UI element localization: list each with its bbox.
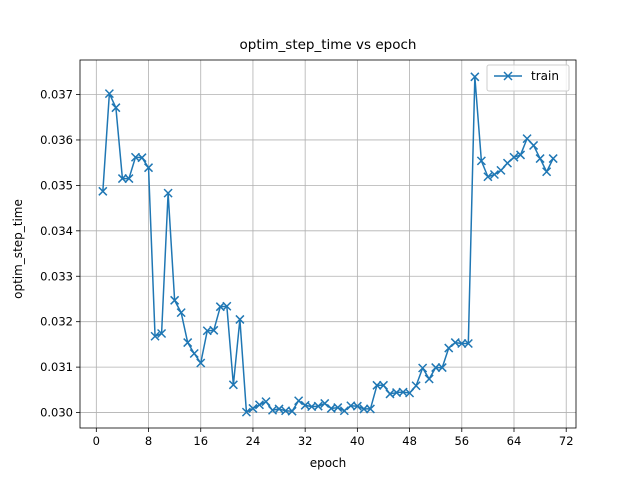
y-tick-label: 0.032: [40, 315, 73, 329]
data-point: [228, 380, 238, 390]
data-point: [437, 363, 447, 373]
data-point: [535, 154, 545, 164]
data-point: [411, 381, 421, 391]
x-tick-label: 72: [559, 434, 574, 448]
y-tick-label: 0.031: [40, 360, 73, 374]
y-tick-label: 0.037: [40, 88, 73, 102]
y-tick-label: 0.033: [40, 269, 73, 283]
legend-marker: [503, 71, 513, 81]
data-point: [274, 404, 284, 414]
data-point: [222, 301, 232, 311]
data-point: [444, 343, 454, 353]
x-tick-label: 16: [193, 434, 208, 448]
data-point: [457, 338, 467, 349]
data-point: [261, 397, 271, 407]
x-tick-label: 48: [402, 434, 417, 448]
data-point: [150, 331, 160, 341]
y-axis-label: optim_step_time: [11, 199, 25, 299]
data-point: [98, 186, 108, 196]
data-point: [359, 404, 369, 414]
x-tick-label: 8: [145, 434, 152, 448]
x-axis-label: epoch: [310, 456, 347, 470]
data-point: [157, 328, 167, 339]
data-point: [287, 406, 297, 416]
data-point: [196, 358, 206, 368]
data-point: [424, 374, 434, 384]
data-point: [117, 174, 127, 184]
plot-series: [98, 72, 558, 417]
y-axis-ticks: 0.030 0.031 0.032 0.033 0.034 0.035 0.036 0.037: [40, 88, 80, 420]
data-point: [143, 163, 154, 173]
data-point: [170, 295, 180, 305]
data-point: [522, 134, 532, 144]
data-point: [470, 72, 480, 82]
data-point: [405, 388, 415, 398]
data-point: [320, 398, 330, 408]
data-point: [463, 338, 473, 349]
y-tick-label: 0.036: [40, 133, 73, 147]
x-tick-label: 40: [350, 434, 365, 448]
data-point: [483, 172, 493, 182]
data-point: [372, 380, 382, 390]
plot-frame: [79, 59, 577, 429]
y-tick-label: 0.035: [40, 178, 73, 192]
data-point: [418, 363, 428, 373]
data-point: [294, 396, 304, 406]
y-tick-label: 0.030: [40, 406, 73, 420]
data-point: [183, 338, 193, 348]
legend-label-train: train: [531, 69, 559, 83]
legend-box: [486, 64, 570, 92]
data-point: [496, 165, 506, 175]
chart-title: optim_step_time vs epoch: [240, 37, 417, 53]
x-tick-label: 0: [93, 434, 100, 448]
x-tick-label: 64: [507, 434, 522, 448]
series-line-train: [102, 76, 554, 413]
x-tick-label: 32: [298, 434, 313, 448]
grid-lines: [80, 60, 576, 428]
data-point: [313, 401, 323, 411]
data-point: [254, 400, 265, 410]
data-point: [176, 308, 186, 318]
data-point: [529, 140, 539, 150]
data-point: [489, 169, 499, 180]
data-point: [235, 314, 245, 324]
data-point: [104, 89, 114, 99]
data-point: [248, 403, 258, 413]
data-point: [515, 150, 526, 160]
x-tick-label: 56: [454, 434, 469, 448]
data-point: [189, 348, 199, 359]
data-point: [339, 406, 349, 416]
y-tick-label: 0.034: [40, 224, 73, 238]
data-point: [333, 403, 343, 413]
data-point: [542, 167, 552, 177]
data-point: [241, 407, 251, 417]
data-point: [476, 156, 486, 166]
data-point: [209, 325, 219, 335]
data-point: [137, 153, 147, 163]
data-point: [431, 363, 441, 373]
data-point: [365, 404, 375, 414]
data-point: [378, 380, 389, 390]
data-point: [548, 154, 558, 164]
x-tick-label: 24: [246, 434, 261, 448]
data-point: [509, 152, 519, 162]
data-point: [163, 188, 173, 198]
data-point: [124, 174, 134, 184]
x-axis-ticks: 0 8 16 24 32 40 48 56 64 72: [93, 428, 574, 448]
data-point: [352, 401, 362, 411]
legend: train: [486, 64, 570, 92]
data-point: [111, 103, 121, 113]
